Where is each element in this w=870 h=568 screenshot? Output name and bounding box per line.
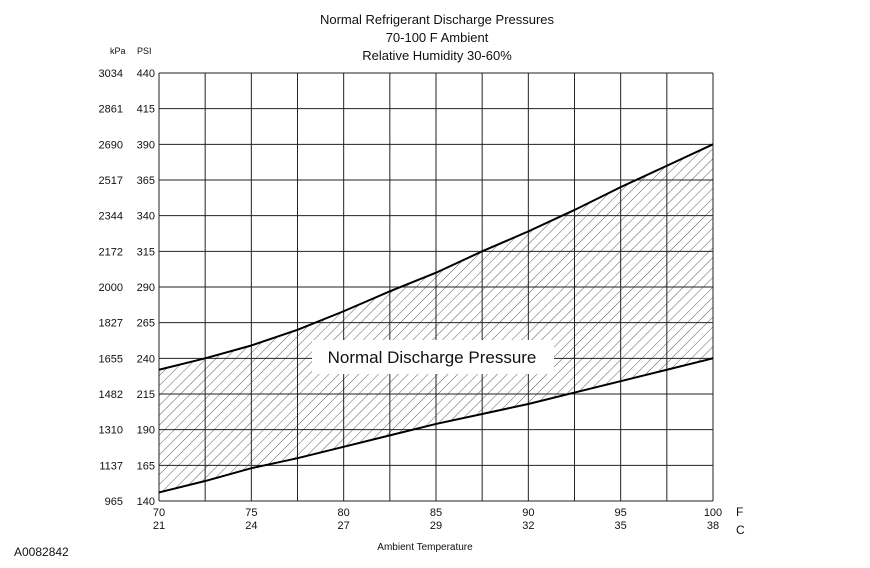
y-tick-psi: 290 — [137, 282, 155, 294]
y-tick-psi: 240 — [137, 353, 155, 365]
x-tick-c: 27 — [338, 520, 350, 532]
y-unit-kpa: kPa — [110, 46, 126, 56]
y-tick-kpa: 2172 — [99, 246, 123, 258]
x-tick-f: 95 — [615, 507, 627, 519]
x-tick-c: 32 — [522, 520, 534, 532]
y-tick-psi: 390 — [137, 139, 155, 151]
y-tick-psi: 190 — [137, 425, 155, 437]
x-tick-f: 80 — [338, 507, 350, 519]
y-tick-kpa: 965 — [105, 496, 123, 508]
upper-limit-line — [158, 143, 714, 371]
y-tick-kpa: 1482 — [99, 389, 123, 401]
y-tick-psi: 365 — [137, 175, 155, 187]
lower-limit-line — [158, 357, 714, 494]
y-tick-kpa: 2000 — [99, 282, 123, 294]
figure-id: A0082842 — [14, 545, 69, 559]
x-tick-c: 35 — [615, 520, 627, 532]
x-tick-c: 29 — [430, 520, 442, 532]
y-tick-kpa: 2517 — [99, 175, 123, 187]
y-tick-psi: 165 — [137, 460, 155, 472]
x-unit-f: F — [736, 505, 743, 519]
y-tick-psi: 215 — [137, 389, 155, 401]
y-tick-kpa: 1655 — [99, 353, 123, 365]
x-tick-f: 90 — [522, 507, 534, 519]
band-label: Normal Discharge Pressure — [328, 348, 537, 367]
y-tick-kpa: 2344 — [99, 211, 123, 223]
y-tick-kpa: 1827 — [99, 318, 123, 330]
band-label-background — [312, 340, 554, 374]
y-tick-kpa: 3034 — [99, 68, 123, 80]
chart-title-line: Normal Refrigerant Discharge Pressures — [320, 12, 555, 27]
x-tick-f: 85 — [430, 507, 442, 519]
y-tick-psi: 265 — [137, 318, 155, 330]
chart-title-line: Relative Humidity 30-60% — [362, 48, 512, 63]
x-tick-f: 70 — [153, 507, 165, 519]
y-tick-kpa: 1137 — [99, 460, 123, 472]
x-unit-c: C — [736, 523, 745, 537]
y-tick-kpa: 2861 — [99, 104, 123, 116]
x-tick-c: 24 — [245, 520, 257, 532]
y-tick-psi: 440 — [137, 68, 155, 80]
x-tick-c: 21 — [153, 520, 165, 532]
x-tick-f: 75 — [245, 507, 257, 519]
y-tick-kpa: 2690 — [99, 139, 123, 151]
x-tick-f: 100 — [704, 507, 722, 519]
y-tick-kpa: 1310 — [99, 425, 123, 437]
x-tick-c: 38 — [707, 520, 719, 532]
y-unit-psi: PSI — [137, 46, 152, 56]
y-tick-psi: 415 — [137, 104, 155, 116]
x-axis-label: Ambient Temperature — [377, 542, 473, 553]
y-tick-psi: 315 — [137, 246, 155, 258]
chart-title-line: 70-100 F Ambient — [386, 30, 489, 45]
y-tick-psi: 140 — [137, 496, 155, 508]
y-tick-psi: 340 — [137, 211, 155, 223]
